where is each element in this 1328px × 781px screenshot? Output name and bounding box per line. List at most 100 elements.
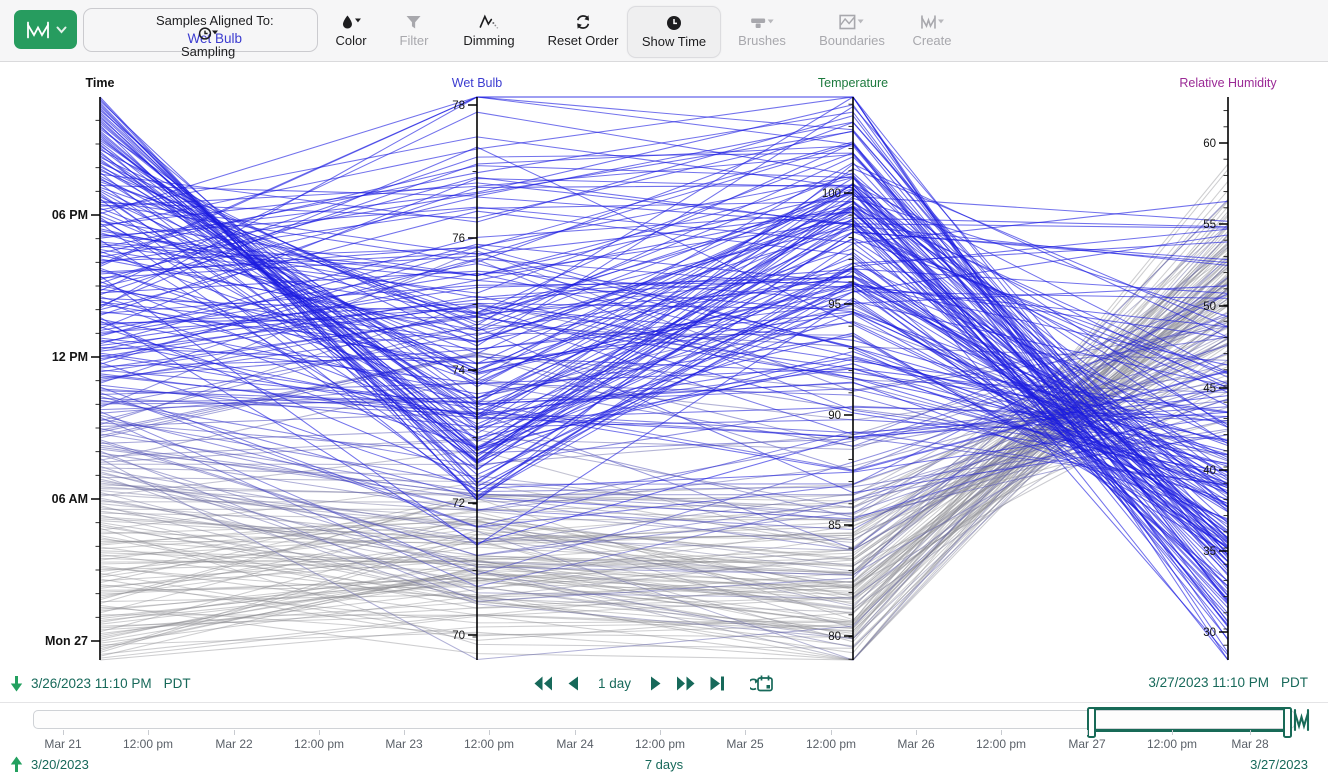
axis-temp[interactable]: Temperature 100 95 90 85 80 xyxy=(818,76,888,660)
slider-tick-label: 12:00 pm xyxy=(463,737,515,751)
slider-handle-right[interactable] xyxy=(1283,707,1292,738)
slider-tick-label: 12:00 pm xyxy=(805,737,857,751)
show-time-button[interactable]: Show Time xyxy=(627,6,721,58)
skip-forward-button[interactable] xyxy=(676,676,695,691)
samples-aligned-value[interactable]: Wet Bulb xyxy=(187,30,243,46)
tick-label: 76 xyxy=(452,233,465,245)
slider-tick-mark xyxy=(234,730,235,735)
boundaries-button[interactable]: Boundaries xyxy=(819,6,885,56)
create-icon xyxy=(921,15,944,29)
slider-tick-label: 12:00 pm xyxy=(293,737,345,751)
arrow-up-icon xyxy=(10,756,23,772)
slider-logo-icon[interactable] xyxy=(1293,708,1310,732)
slider-tick-mark xyxy=(404,730,405,735)
samples-aligned-control[interactable]: Samples Aligned To: Wet Bulb xyxy=(156,12,274,48)
axis-title-time: Time xyxy=(86,76,115,90)
slider-tick-label: Mar 28 xyxy=(1231,737,1269,751)
time-range-slider: Mar 21 12:00 pm Mar 22 12:00 pm Mar 23 12:00 … xyxy=(0,704,1328,781)
slider-range-row: 3/20/2023 7 days 3/27/2023 xyxy=(0,755,1328,777)
chart-canvas[interactable]: Time 06 PM 12 PM 06 AM Mon 27 Wet Bulb 78 76 74 7… xyxy=(0,62,1328,668)
axis-wetbulb[interactable]: Wet Bulb 78 76 74 72 70 xyxy=(452,76,503,660)
slider-tick-label: Mar 22 xyxy=(215,737,253,751)
window-start-tz: PDT xyxy=(163,676,191,691)
slider-tick-label: Mar 21 xyxy=(44,737,82,751)
color-droplet-icon xyxy=(342,15,361,29)
slider-tick-label: Mar 24 xyxy=(556,737,594,751)
tick-label: 70 xyxy=(452,630,465,642)
slider-tick-label: 12:00 pm xyxy=(1146,737,1198,751)
create-label: Create xyxy=(912,33,952,48)
calendar-sync-button[interactable] xyxy=(750,674,774,693)
chevron-down-icon xyxy=(56,26,67,34)
tick-label: 55 xyxy=(1203,219,1216,231)
window-end-tz: PDT xyxy=(1281,675,1308,690)
slider-tick-mark xyxy=(1250,730,1251,735)
boundaries-icon xyxy=(839,14,864,30)
reset-order-label: Reset Order xyxy=(547,33,619,48)
slider-tick-mark xyxy=(660,730,661,735)
slider-tick-mark xyxy=(1001,730,1002,735)
slider-tick-label: Mar 23 xyxy=(385,737,423,751)
tick-label: 100 xyxy=(822,188,841,200)
window-start-text: 3/26/2023 11:10 PM xyxy=(31,676,152,691)
slider-tick-mark xyxy=(745,730,746,735)
axis-title-wetbulb: Wet Bulb xyxy=(452,76,503,90)
parallel-coordinates-chart[interactable]: Time 06 PM 12 PM 06 AM Mon 27 Wet Bulb 78 76 74 7… xyxy=(0,62,1328,668)
tick-label: 30 xyxy=(1203,627,1216,639)
arrow-down-icon xyxy=(10,676,23,692)
show-time-label: Show Time xyxy=(641,34,707,49)
sampling-group: Sampling Samples Aligned To: Wet Bulb xyxy=(83,8,318,59)
create-button[interactable]: Create xyxy=(912,6,952,56)
tick-label: 12 PM xyxy=(52,350,88,364)
brushes-icon xyxy=(750,18,774,28)
filter-label: Filter xyxy=(399,32,429,48)
slider-tick-mark xyxy=(148,730,149,735)
step-forward-button[interactable] xyxy=(650,676,661,691)
tick-label: 50 xyxy=(1203,301,1216,313)
slider-tick-mark xyxy=(63,730,64,735)
sampling-clock-icon xyxy=(198,26,219,40)
range-end-date: 3/27/2023 xyxy=(1250,757,1308,772)
tick-label: 45 xyxy=(1203,383,1216,395)
step-back-button[interactable] xyxy=(568,676,579,691)
tick-label: 78 xyxy=(452,100,465,112)
skip-to-end-button[interactable] xyxy=(710,676,725,691)
tick-label: 35 xyxy=(1203,546,1216,558)
tick-label: 80 xyxy=(828,631,841,643)
sampling-button[interactable]: Sampling xyxy=(181,17,235,67)
slider-tick-mark xyxy=(575,730,576,735)
skip-back-button[interactable] xyxy=(534,676,553,691)
slider-tick-label: 12:00 pm xyxy=(634,737,686,751)
slider-handle-left[interactable] xyxy=(1087,707,1096,738)
tick-label: Mon 27 xyxy=(45,634,88,648)
tick-label: 90 xyxy=(828,410,841,422)
dimming-button[interactable]: Dimming xyxy=(463,6,515,56)
slider-selection[interactable] xyxy=(1087,707,1292,738)
axis-time[interactable]: Time 06 PM 12 PM 06 AM Mon 27 xyxy=(45,76,115,660)
slider-tick-mark xyxy=(831,730,832,735)
tick-label: 06 AM xyxy=(52,492,88,506)
window-end-timestamp: 3/27/2023 11:10 PM PDT xyxy=(1148,675,1308,690)
slider-tick-label: 12:00 pm xyxy=(122,737,174,751)
reset-order-button[interactable]: Reset Order xyxy=(547,6,619,56)
slider-tick-mark xyxy=(916,730,917,735)
slider-tick-mark xyxy=(489,730,490,735)
color-label: Color xyxy=(335,33,367,48)
samples-aligned-caption: Samples Aligned To: xyxy=(156,13,274,29)
filter-button[interactable]: Filter xyxy=(399,6,429,56)
brushes-button[interactable]: Brushes xyxy=(738,6,786,56)
color-button[interactable]: Color xyxy=(335,6,367,56)
range-start: 3/20/2023 xyxy=(10,756,89,773)
axis-title-temp: Temperature xyxy=(818,76,888,90)
sampling-label: Sampling xyxy=(181,43,236,59)
time-window-bar: 3/26/2023 11:10 PM PDT 1 day xyxy=(0,666,1328,703)
tick-label: 72 xyxy=(452,498,465,510)
step-interval-label[interactable]: 1 day xyxy=(598,676,632,691)
axis-rh[interactable]: Relative Humidity 60 55 50 45 40 35 30 xyxy=(1179,76,1277,660)
playback-controls: 1 day xyxy=(534,674,774,693)
boundaries-label: Boundaries xyxy=(819,33,885,48)
show-time-clock-icon xyxy=(667,16,681,30)
app-menu-button[interactable] xyxy=(14,10,77,49)
dimming-icon xyxy=(479,14,498,29)
dimming-label: Dimming xyxy=(463,33,515,48)
